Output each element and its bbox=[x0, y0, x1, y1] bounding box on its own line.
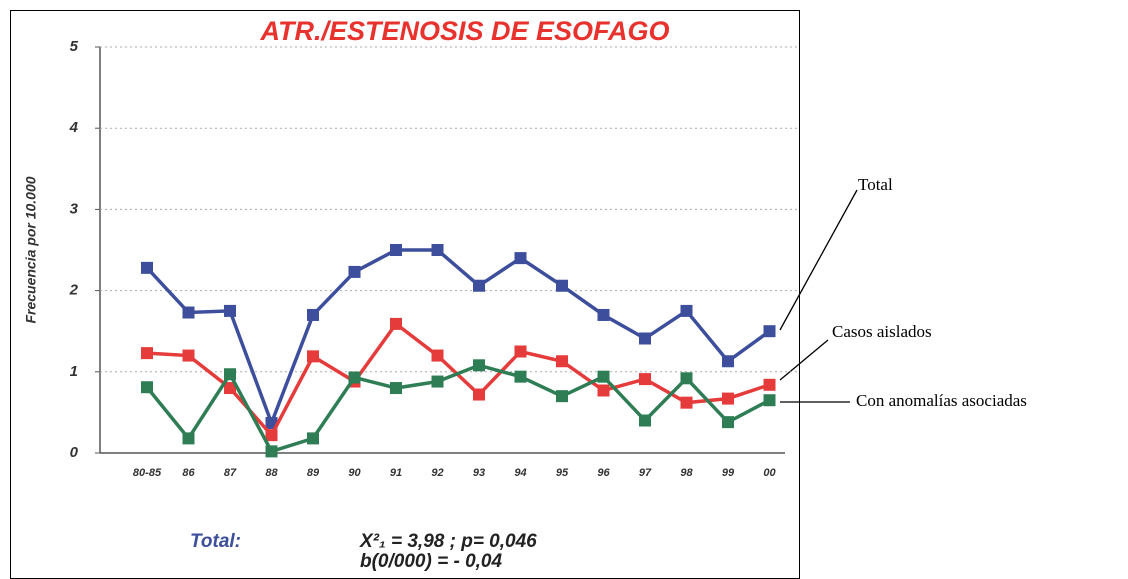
point-marker bbox=[390, 382, 402, 395]
point-marker bbox=[224, 382, 236, 395]
y-tick-label: 0 bbox=[70, 444, 79, 461]
point-marker bbox=[556, 279, 568, 292]
point-marker bbox=[556, 390, 568, 403]
legend-label: Casos aislados bbox=[832, 322, 932, 341]
y-tick-label: 3 bbox=[70, 200, 79, 217]
point-marker bbox=[639, 332, 651, 345]
x-tick-label: 93 bbox=[473, 467, 485, 479]
point-marker bbox=[307, 350, 319, 363]
point-marker bbox=[680, 304, 693, 317]
point-marker bbox=[722, 416, 734, 429]
x-tick-label: 97 bbox=[639, 467, 652, 479]
point-marker bbox=[348, 371, 361, 384]
point-marker bbox=[722, 392, 734, 405]
point-marker bbox=[141, 381, 153, 394]
x-tick-label: 90 bbox=[348, 467, 361, 479]
point-marker bbox=[680, 372, 693, 385]
point-marker bbox=[763, 325, 776, 338]
point-marker bbox=[141, 261, 153, 274]
point-marker bbox=[431, 244, 444, 256]
x-tick-label: 99 bbox=[722, 467, 735, 479]
leader-line bbox=[779, 189, 858, 331]
point-marker bbox=[224, 368, 236, 381]
point-marker bbox=[431, 375, 444, 388]
point-marker bbox=[514, 252, 527, 265]
point-marker bbox=[265, 445, 278, 458]
x-tick-label: 89 bbox=[307, 467, 320, 479]
point-marker bbox=[473, 388, 485, 401]
annotation: b(0/000) = - 0,04 bbox=[360, 551, 502, 572]
point-marker bbox=[514, 345, 527, 358]
point-marker bbox=[141, 347, 153, 360]
y-tick-label: 2 bbox=[69, 282, 79, 299]
annotation: X²₁ = 3,98 ; p= 0,046 bbox=[359, 531, 537, 552]
y-tick-label: 1 bbox=[70, 363, 78, 380]
series-line bbox=[145, 248, 771, 428]
leader-line bbox=[779, 339, 829, 381]
point-marker bbox=[639, 414, 651, 427]
point-marker bbox=[639, 373, 651, 386]
x-tick-label: 87 bbox=[224, 467, 237, 479]
point-marker bbox=[763, 394, 776, 407]
x-tick-label: 86 bbox=[182, 467, 195, 479]
point-marker bbox=[473, 359, 485, 372]
x-tick-label: 00 bbox=[763, 467, 776, 479]
series-line bbox=[145, 363, 771, 454]
point-marker bbox=[680, 396, 693, 409]
point-marker bbox=[390, 317, 402, 330]
point-marker bbox=[182, 306, 195, 319]
y-tick-label: 4 bbox=[69, 119, 79, 136]
x-tick-label: 94 bbox=[514, 467, 526, 479]
x-tick-label: 88 bbox=[265, 467, 278, 479]
annotation: Total: bbox=[190, 531, 241, 552]
point-marker bbox=[307, 308, 319, 321]
point-marker bbox=[722, 355, 734, 368]
x-tick-label: 98 bbox=[680, 467, 693, 479]
chart-title: ATR./ESTENOSIS DE ESOFAGO bbox=[259, 16, 669, 46]
point-marker bbox=[514, 370, 527, 383]
point-marker bbox=[763, 378, 776, 391]
y-axis-label: Frecuencia por 10.000 bbox=[23, 176, 39, 323]
point-marker bbox=[597, 370, 610, 383]
point-marker bbox=[597, 308, 610, 321]
point-marker bbox=[473, 279, 485, 292]
point-marker bbox=[307, 432, 319, 445]
x-tick-label: 96 bbox=[597, 467, 610, 479]
x-tick-label: 91 bbox=[390, 467, 402, 479]
legend-label: Total bbox=[858, 175, 893, 194]
point-marker bbox=[431, 349, 444, 362]
legend-label: Con anomalías asociadas bbox=[856, 391, 1027, 410]
point-marker bbox=[265, 429, 278, 442]
point-marker bbox=[556, 355, 568, 368]
frame bbox=[10, 10, 800, 579]
point-marker bbox=[597, 384, 610, 397]
x-tick-label: 80-85 bbox=[133, 467, 162, 479]
y-tick-label: 5 bbox=[70, 38, 79, 55]
point-marker bbox=[390, 244, 402, 256]
x-tick-label: 92 bbox=[431, 467, 443, 479]
point-marker bbox=[182, 432, 195, 445]
point-marker bbox=[182, 349, 195, 362]
point-marker bbox=[348, 265, 361, 278]
x-tick-label: 95 bbox=[556, 467, 569, 479]
point-marker bbox=[224, 304, 236, 317]
